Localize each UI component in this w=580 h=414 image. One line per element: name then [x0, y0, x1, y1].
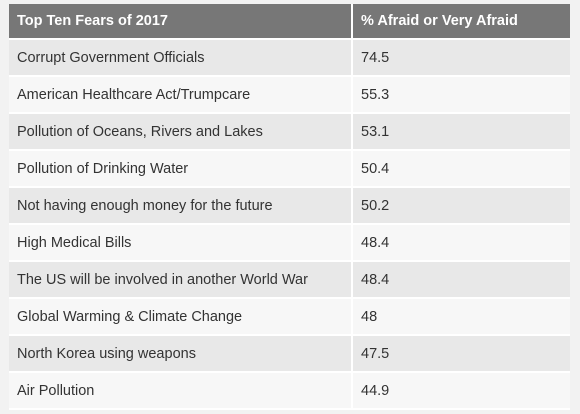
table-row: High Medical Bills 48.4 — [9, 225, 570, 262]
percent-cell: 48.4 — [351, 262, 570, 299]
percent-cell: 48 — [351, 299, 570, 336]
percent-cell: 48.4 — [351, 225, 570, 262]
fear-cell: American Healthcare Act/Trumpcare — [9, 77, 351, 114]
percent-cell: 50.4 — [351, 151, 570, 188]
fears-table: Top Ten Fears of 2017 % Afraid or Very A… — [9, 4, 570, 410]
table-header-row: Top Ten Fears of 2017 % Afraid or Very A… — [9, 4, 570, 40]
header-percent: % Afraid or Very Afraid — [351, 4, 570, 40]
table-row: Not having enough money for the future 50… — [9, 188, 570, 225]
fear-cell: North Korea using weapons — [9, 336, 351, 373]
table-row: Air Pollution 44.9 — [9, 373, 570, 410]
percent-cell: 50.2 — [351, 188, 570, 225]
table-row: North Korea using weapons 47.5 — [9, 336, 570, 373]
fear-cell: Pollution of Drinking Water — [9, 151, 351, 188]
fear-cell: Pollution of Oceans, Rivers and Lakes — [9, 114, 351, 151]
table-row: Global Warming & Climate Change 48 — [9, 299, 570, 336]
table-row: American Healthcare Act/Trumpcare 55.3 — [9, 77, 570, 114]
table-row: Pollution of Oceans, Rivers and Lakes 53.… — [9, 114, 570, 151]
table-row: The US will be involved in another World… — [9, 262, 570, 299]
table-body: Corrupt Government Officials 74.5 American… — [9, 40, 570, 410]
percent-cell: 47.5 — [351, 336, 570, 373]
table-row: Corrupt Government Officials 74.5 — [9, 40, 570, 77]
fear-cell: High Medical Bills — [9, 225, 351, 262]
table-row: Pollution of Drinking Water 50.4 — [9, 151, 570, 188]
fear-cell: Corrupt Government Officials — [9, 40, 351, 77]
percent-cell: 55.3 — [351, 77, 570, 114]
fear-cell: Global Warming & Climate Change — [9, 299, 351, 336]
fear-cell: Air Pollution — [9, 373, 351, 410]
percent-cell: 53.1 — [351, 114, 570, 151]
percent-cell: 44.9 — [351, 373, 570, 410]
header-fear: Top Ten Fears of 2017 — [9, 4, 351, 40]
fear-cell: Not having enough money for the future — [9, 188, 351, 225]
percent-cell: 74.5 — [351, 40, 570, 77]
fear-cell: The US will be involved in another World… — [9, 262, 351, 299]
